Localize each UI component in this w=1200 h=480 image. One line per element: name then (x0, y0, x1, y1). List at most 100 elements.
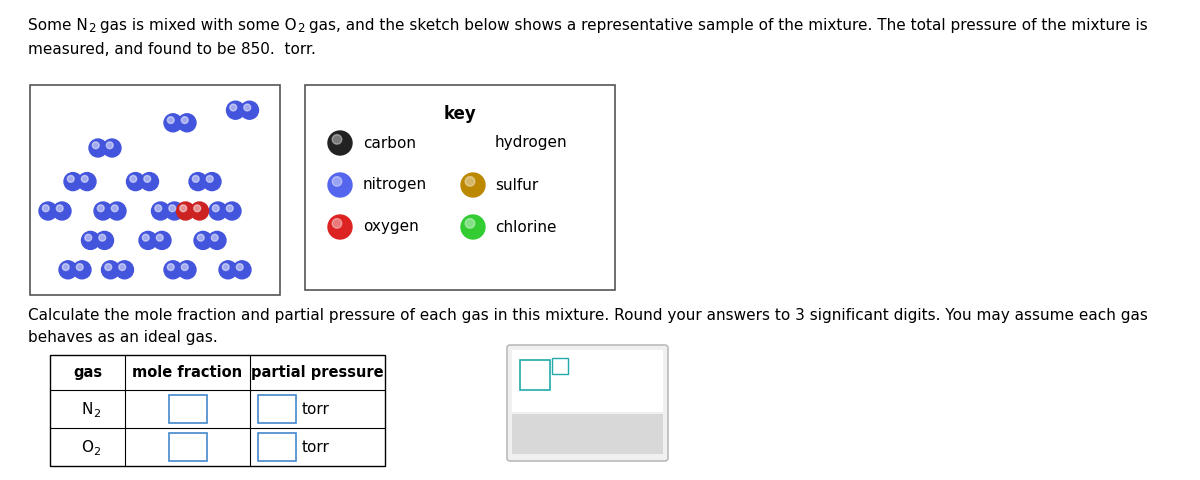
Circle shape (62, 264, 70, 271)
Circle shape (181, 117, 188, 123)
Text: 2: 2 (92, 409, 100, 419)
Circle shape (167, 117, 174, 123)
Circle shape (108, 202, 126, 220)
Circle shape (64, 173, 82, 191)
Circle shape (191, 202, 209, 220)
Circle shape (78, 173, 96, 191)
Circle shape (461, 131, 485, 155)
Circle shape (328, 173, 352, 197)
Circle shape (73, 261, 91, 279)
Circle shape (230, 104, 236, 111)
Circle shape (94, 202, 112, 220)
Circle shape (236, 264, 244, 271)
Circle shape (56, 205, 64, 212)
Text: torr: torr (302, 440, 330, 455)
Circle shape (332, 134, 342, 144)
Bar (168, 433, 206, 461)
Circle shape (103, 139, 121, 157)
Circle shape (466, 218, 475, 228)
Circle shape (126, 173, 144, 191)
Circle shape (164, 114, 182, 132)
Circle shape (155, 205, 162, 212)
Circle shape (115, 261, 133, 279)
Text: 2: 2 (296, 22, 305, 35)
Circle shape (97, 205, 104, 212)
Circle shape (176, 202, 194, 220)
Circle shape (223, 202, 241, 220)
Circle shape (67, 176, 74, 182)
Text: Calculate the mole fraction and partial pressure of each gas in this mixture. Ro: Calculate the mole fraction and partial … (28, 308, 1148, 323)
Circle shape (461, 173, 485, 197)
Circle shape (227, 205, 233, 212)
Circle shape (59, 261, 77, 279)
FancyBboxPatch shape (508, 345, 668, 461)
Text: sulfur: sulfur (496, 178, 539, 192)
Text: chlorine: chlorine (496, 219, 557, 235)
Circle shape (222, 264, 229, 271)
Bar (168, 395, 206, 423)
Circle shape (328, 131, 352, 155)
Text: nitrogen: nitrogen (364, 178, 427, 192)
Circle shape (181, 264, 188, 271)
Circle shape (211, 234, 218, 241)
Text: ↺: ↺ (578, 424, 595, 444)
Circle shape (227, 101, 245, 119)
Circle shape (244, 104, 251, 111)
Circle shape (119, 264, 126, 271)
Circle shape (209, 202, 227, 220)
Circle shape (156, 234, 163, 241)
Text: N: N (82, 401, 92, 417)
Circle shape (197, 234, 204, 241)
Bar (305, 85, 616, 290)
Circle shape (164, 261, 182, 279)
Circle shape (139, 231, 157, 250)
Text: Some N: Some N (28, 18, 88, 33)
Bar (30, 85, 280, 295)
Circle shape (96, 231, 114, 250)
Bar (50, 355, 385, 466)
Text: 2: 2 (94, 447, 101, 457)
Text: hydrogen: hydrogen (496, 135, 568, 151)
Text: mole fraction: mole fraction (132, 365, 242, 380)
Circle shape (82, 231, 100, 250)
Circle shape (240, 101, 258, 119)
Text: key: key (444, 105, 476, 123)
Circle shape (82, 176, 88, 182)
Bar (512, 414, 662, 454)
Circle shape (53, 202, 71, 220)
Circle shape (130, 176, 137, 182)
Circle shape (208, 231, 226, 250)
Circle shape (178, 114, 196, 132)
Bar (552, 358, 568, 374)
Circle shape (151, 202, 169, 220)
Text: partial pressure: partial pressure (251, 365, 384, 380)
Circle shape (98, 234, 106, 241)
Text: measured, and found to be 850.  torr.: measured, and found to be 850. torr. (28, 42, 316, 57)
Circle shape (92, 142, 100, 149)
Circle shape (220, 261, 238, 279)
Bar (520, 360, 550, 390)
Text: carbon: carbon (364, 135, 416, 151)
Text: x10: x10 (552, 379, 569, 388)
Circle shape (112, 205, 118, 212)
Text: 2: 2 (88, 22, 95, 35)
Circle shape (169, 205, 175, 212)
Circle shape (190, 173, 208, 191)
Circle shape (233, 261, 251, 279)
Circle shape (332, 177, 342, 186)
Circle shape (212, 205, 220, 212)
Circle shape (206, 176, 214, 182)
Circle shape (89, 139, 107, 157)
Text: oxygen: oxygen (364, 219, 419, 235)
Circle shape (102, 261, 120, 279)
Bar (258, 433, 296, 461)
Circle shape (154, 231, 172, 250)
Circle shape (194, 205, 200, 212)
Circle shape (466, 177, 475, 186)
Circle shape (166, 202, 184, 220)
Circle shape (461, 215, 485, 239)
Circle shape (104, 264, 112, 271)
Circle shape (194, 231, 212, 250)
Text: torr: torr (302, 401, 330, 417)
Circle shape (332, 218, 342, 228)
